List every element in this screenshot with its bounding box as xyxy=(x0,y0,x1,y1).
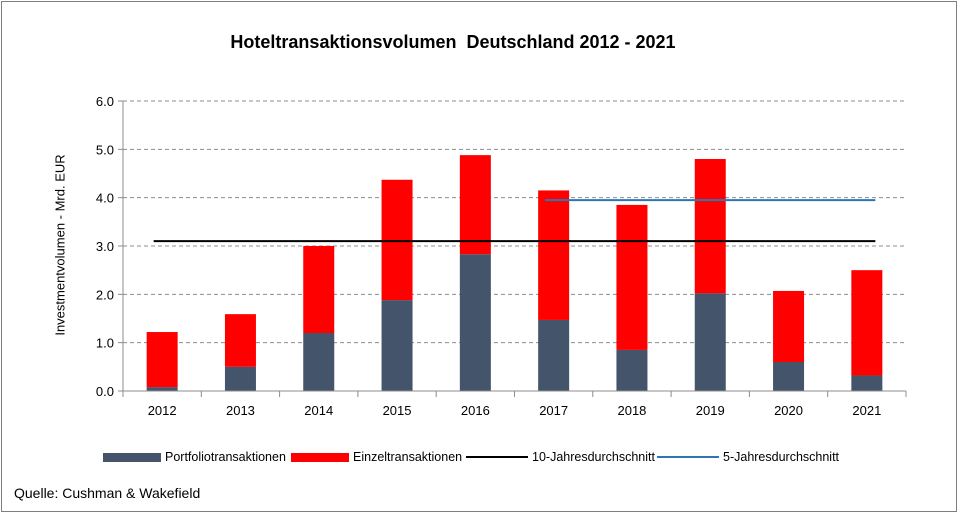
x-tick-label: 2015 xyxy=(383,403,412,418)
y-tick-label: 5.0 xyxy=(96,142,114,157)
x-tick-label: 2016 xyxy=(461,403,490,418)
y-tick-label: 0.0 xyxy=(96,384,114,399)
x-tick-label: 2013 xyxy=(226,403,255,418)
bar-portfolio xyxy=(773,362,805,391)
legend-swatch-einzel xyxy=(291,452,349,462)
x-tick-label: 2020 xyxy=(774,403,803,418)
legend-item-einzel: Einzeltransaktionen xyxy=(291,450,462,464)
bar-einzel xyxy=(694,159,726,294)
legend-item-10-jahre: 10-Jahresdurchschnitt xyxy=(466,450,655,464)
bar-portfolio xyxy=(224,366,256,391)
x-tick-label: 2018 xyxy=(617,403,646,418)
y-tick-label: 4.0 xyxy=(96,191,114,206)
bar-einzel xyxy=(146,332,178,388)
bar-einzel xyxy=(459,155,491,255)
bar-portfolio xyxy=(538,319,570,391)
bar-einzel xyxy=(773,290,805,362)
x-tick-label: 2017 xyxy=(539,403,568,418)
chart-title: Hoteltransaktionsvolumen Deutschland 201… xyxy=(230,32,676,52)
x-tick-label: 2012 xyxy=(148,403,177,418)
bar-einzel xyxy=(851,270,883,376)
bar-einzel xyxy=(381,179,413,301)
legend-item-portfolio: Portfoliotransaktionen xyxy=(103,450,286,464)
bar-einzel xyxy=(224,314,256,367)
legend: Portfoliotransaktionen Einzeltransaktion… xyxy=(0,450,960,466)
bar-portfolio xyxy=(459,254,491,391)
x-tick-label: 2019 xyxy=(696,403,725,418)
bar-einzel xyxy=(538,190,570,320)
legend-label-einzel: Einzeltransaktionen xyxy=(353,450,463,464)
y-tick-label: 3.0 xyxy=(96,239,114,254)
x-tick-label: 2014 xyxy=(304,403,333,418)
bar-portfolio xyxy=(381,300,413,391)
legend-swatch-10-jahre xyxy=(466,456,528,458)
legend-item-5-jahre: 5-Jahresdurchschnitt xyxy=(657,450,839,464)
bar-portfolio xyxy=(694,293,726,391)
y-tick-label: 1.0 xyxy=(96,336,114,351)
legend-label-5-jahre: 5-Jahresdurchschnitt xyxy=(723,450,840,464)
legend-swatch-portfolio xyxy=(103,452,161,462)
bar-einzel xyxy=(303,246,335,333)
legend-label-10-jahre: 10-Jahresdurchschnitt xyxy=(532,450,655,464)
legend-label-portfolio: Portfoliotransaktionen xyxy=(165,450,286,464)
x-tick-label: 2021 xyxy=(852,403,881,418)
bar-portfolio xyxy=(303,333,335,391)
bar-einzel xyxy=(616,204,648,350)
source-note: Quelle: Cushman & Wakefield xyxy=(14,485,201,501)
y-tick-label: 6.0 xyxy=(96,94,114,109)
bar-portfolio xyxy=(146,387,178,391)
bar-portfolio xyxy=(851,375,883,391)
legend-swatch-5-jahre xyxy=(657,456,719,458)
y-tick-label: 2.0 xyxy=(96,287,114,302)
bar-portfolio xyxy=(616,349,648,391)
